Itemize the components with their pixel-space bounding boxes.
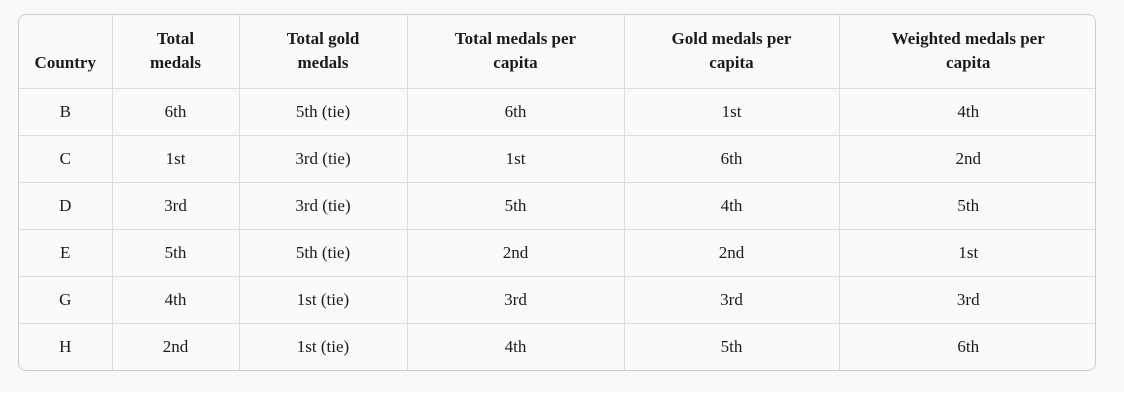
table-row-b: B 6th 5th (tie) 6th 1st 4th [19, 88, 1095, 136]
rank-cell: 1st (tie) [238, 276, 408, 324]
rank-cell: 5th [838, 182, 1095, 230]
rank-cell: 5th [623, 323, 840, 370]
column-header-weighted-medals-per-capita: Weighted medals per capita [838, 15, 1095, 89]
rank-cell: 5th [111, 229, 240, 277]
rank-cell: 6th [406, 88, 625, 136]
rank-cell: 1st [111, 135, 240, 183]
table-row-h: H 2nd 1st (tie) 4th 5th 6th [19, 323, 1095, 370]
header-row: Country Total medals Total gold medals T… [19, 15, 1095, 89]
rank-cell: 5th [406, 182, 625, 230]
medal-rankings-table: Country Total medals Total gold medals T… [19, 15, 1095, 370]
rank-cell: 4th [623, 182, 840, 230]
rank-cell: 3rd [406, 276, 625, 324]
rank-cell: 3rd [623, 276, 840, 324]
column-header-gold-medals-per-capita: Gold medals per capita [623, 15, 840, 89]
rank-cell: 3rd [838, 276, 1095, 324]
rank-cell: 4th [838, 88, 1095, 136]
column-header-total-medals-per-capita: Total medals per capita [406, 15, 625, 89]
page-background: Country Total medals Total gold medals T… [18, 14, 1096, 371]
rank-cell: 2nd [111, 323, 240, 370]
rank-cell: 6th [111, 88, 240, 136]
medal-rankings-table-card: Country Total medals Total gold medals T… [18, 14, 1096, 371]
rank-cell: 5th (tie) [238, 88, 408, 136]
rank-cell: 2nd [406, 229, 625, 277]
rank-cell: 2nd [623, 229, 840, 277]
column-header-total-medals: Total medals [111, 15, 240, 89]
row-label-cell: C [19, 135, 113, 183]
rank-cell: 6th [623, 135, 840, 183]
rank-cell: 3rd (tie) [238, 182, 408, 230]
row-label-cell: B [19, 88, 113, 136]
row-label-cell: E [19, 229, 113, 277]
bottom-white-strip [0, 392, 1124, 406]
column-header-country: Country [19, 15, 113, 89]
rank-cell: 1st [838, 229, 1095, 277]
column-header-total-gold-medals: Total gold medals [238, 15, 408, 89]
rank-cell: 2nd [838, 135, 1095, 183]
row-label-cell: D [19, 182, 113, 230]
rank-cell: 1st [406, 135, 625, 183]
row-label-cell: H [19, 323, 113, 370]
rank-cell: 1st [623, 88, 840, 136]
table-row-e: E 5th 5th (tie) 2nd 2nd 1st [19, 229, 1095, 277]
rank-cell: 4th [111, 276, 240, 324]
row-label-cell: G [19, 276, 113, 324]
rank-cell: 3rd (tie) [238, 135, 408, 183]
rank-cell: 5th (tie) [238, 229, 408, 277]
table-row-g: G 4th 1st (tie) 3rd 3rd 3rd [19, 276, 1095, 324]
table-row-c: C 1st 3rd (tie) 1st 6th 2nd [19, 135, 1095, 183]
rank-cell: 6th [838, 323, 1095, 370]
rank-cell: 1st (tie) [238, 323, 408, 370]
table-row-d: D 3rd 3rd (tie) 5th 4th 5th [19, 182, 1095, 230]
rank-cell: 3rd [111, 182, 240, 230]
rank-cell: 4th [406, 323, 625, 370]
